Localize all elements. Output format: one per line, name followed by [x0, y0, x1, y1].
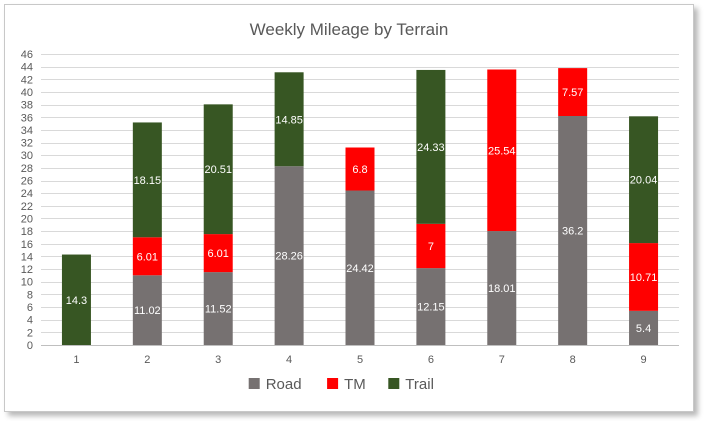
legend-swatch — [388, 378, 400, 389]
bar-tm-8 — [558, 68, 588, 116]
bar-trail-4 — [274, 72, 304, 167]
y-tick-label: 28 — [21, 163, 33, 175]
data-label: 24.42 — [346, 263, 374, 275]
y-tick-label: 14 — [21, 251, 33, 263]
x-tick-label: 5 — [357, 354, 363, 366]
bar-tm-3 — [203, 234, 233, 273]
legend-item-trail: Trail — [388, 376, 434, 393]
data-label: 20.51 — [204, 164, 232, 176]
y-tick-label: 24 — [21, 188, 33, 200]
chart-title: Weekly Mileage by Terrain — [250, 20, 449, 39]
bar-road-6 — [416, 268, 446, 345]
y-tick-label: 8 — [27, 289, 33, 301]
bar-tm-2 — [132, 237, 162, 276]
y-axis-tick-labels: 0246810121416182022242628303234363840424… — [21, 49, 33, 352]
x-tick-label: 7 — [499, 354, 505, 366]
x-axis-tick-labels: 1 2 3 4 5 6 7 8 9 — [73, 354, 646, 366]
data-label: 14.3 — [66, 295, 87, 307]
y-tick-label: 0 — [27, 340, 33, 352]
y-tick-label: 26 — [21, 176, 33, 188]
y-tick-label: 32 — [21, 138, 33, 150]
y-tick-label: 30 — [21, 150, 33, 162]
data-label: 12.15 — [417, 302, 445, 314]
data-label: 18.01 — [488, 283, 516, 295]
data-label: 20.04 — [630, 175, 658, 187]
y-tick-label: 42 — [21, 74, 33, 86]
y-tick-label: 40 — [21, 87, 33, 99]
data-label: 7 — [428, 241, 434, 253]
x-tick-label: 8 — [570, 354, 576, 366]
data-label: 10.71 — [630, 272, 658, 284]
x-tick-label: 6 — [428, 354, 434, 366]
bar-road-8 — [558, 115, 588, 345]
data-label: 25.54 — [488, 145, 516, 157]
data-label: 5.4 — [636, 323, 651, 335]
y-tick-label: 2 — [27, 327, 33, 339]
legend-swatch — [327, 378, 339, 389]
bar-road-9 — [629, 310, 659, 345]
chart-frame: Weekly Mileage by Terrain 0 2 4 6 8 10 12 14 16 1… — [4, 4, 694, 412]
bar-trail-2 — [132, 122, 162, 238]
legend-label: TM — [344, 376, 366, 393]
y-tick-label: 18 — [21, 226, 33, 238]
y-tick-label: 34 — [21, 125, 33, 137]
data-label: 6.8 — [352, 164, 367, 176]
bar-road-2 — [132, 275, 162, 345]
x-tick-label: 2 — [144, 354, 150, 366]
bar-road-3 — [203, 272, 233, 345]
bar-trail-6 — [416, 69, 446, 224]
y-tick-label: 46 — [21, 49, 33, 61]
y-tick-label: 4 — [27, 315, 33, 327]
bar-road-5 — [345, 190, 375, 345]
y-tick-label: 16 — [21, 239, 33, 251]
x-tick-label: 1 — [73, 354, 79, 366]
y-tick-label: 22 — [21, 201, 33, 213]
data-label: 6.01 — [208, 248, 229, 260]
data-label: 36.2 — [562, 225, 583, 237]
bar-tm-5 — [345, 147, 375, 191]
legend-swatch — [248, 378, 260, 389]
x-tick-label: 4 — [286, 354, 292, 366]
y-tick-label: 38 — [21, 100, 33, 112]
data-label: 24.33 — [417, 142, 445, 154]
legend-item-tm: TM — [327, 376, 366, 393]
x-tick-label: 3 — [215, 354, 221, 366]
y-tick-label: 20 — [21, 213, 33, 225]
data-label: 18.15 — [134, 175, 162, 187]
legend-label: Road — [266, 376, 302, 393]
y-tick-label: 36 — [21, 112, 33, 124]
bar-road-4 — [274, 166, 304, 345]
y-tick-label: 10 — [21, 277, 33, 289]
data-label: 11.02 — [134, 305, 161, 317]
data-label: 6.01 — [137, 251, 158, 263]
bar-trail-3 — [203, 104, 233, 235]
bar-road-7 — [487, 231, 517, 345]
legend-item-road: Road — [248, 376, 302, 393]
data-label: 11.52 — [205, 304, 232, 316]
y-tick-label: 12 — [21, 264, 33, 276]
bar-trail-1 — [61, 254, 91, 345]
x-tick-label: 9 — [640, 354, 646, 366]
bar-trail-9 — [629, 116, 659, 244]
bar-tm-6 — [416, 223, 446, 269]
y-tick-label: 6 — [27, 302, 33, 314]
data-label: 28.26 — [275, 251, 303, 263]
legend: Road TM Trail — [248, 376, 434, 393]
legend-label: Trail — [405, 376, 434, 393]
data-label: 14.85 — [275, 114, 303, 126]
stacked-bar-chart: Weekly Mileage by Terrain 02468101214161… — [21, 20, 679, 393]
y-tick-label: 44 — [21, 62, 33, 74]
data-labels: 14.3 11.02 6.01 18.15 11.52 6.01 20.51 28.26 14.… — [66, 87, 658, 335]
data-label: 7.57 — [562, 87, 583, 99]
bar-tm-7 — [487, 69, 517, 232]
bar-tm-9 — [629, 243, 659, 311]
bars — [61, 68, 659, 345]
